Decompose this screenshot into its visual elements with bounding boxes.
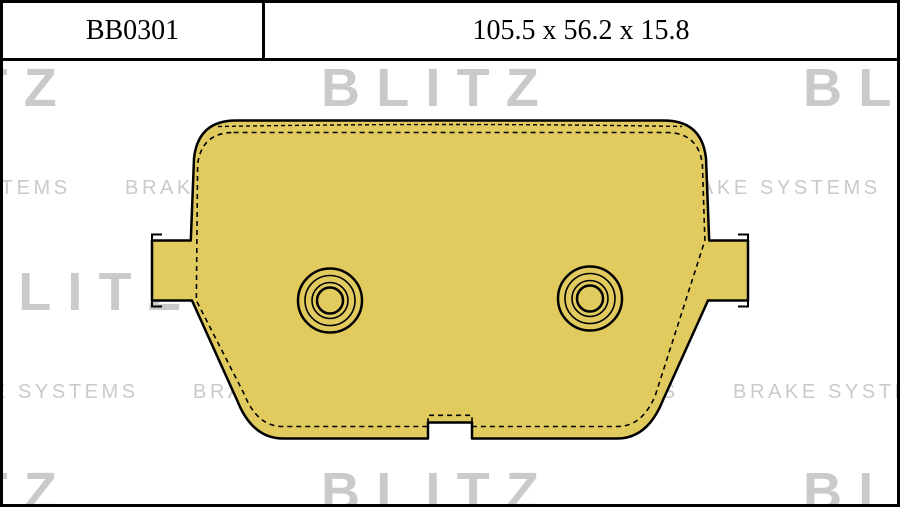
part-number: BB0301 bbox=[86, 15, 179, 47]
wm-brand: BLITZ bbox=[3, 61, 73, 119]
wm-brand: BLITZ bbox=[3, 461, 73, 504]
wm-tagline: BRAKE SYSTEMS bbox=[3, 177, 71, 200]
wm-brand: BLITZ bbox=[803, 461, 897, 504]
header-row: BB0301 105.5 x 56.2 x 15.8 bbox=[3, 3, 897, 61]
diagram-area: BLITZ BLITZ BLITZ BRAKE SYSTEMS BRAKE SY… bbox=[3, 61, 897, 504]
dimensions-text: 105.5 x 56.2 x 15.8 bbox=[473, 15, 690, 47]
part-number-cell: BB0301 bbox=[3, 3, 265, 58]
brake-pad-drawing bbox=[90, 90, 810, 475]
wm-brand: BLITZ bbox=[803, 61, 897, 119]
outer-frame: BB0301 105.5 x 56.2 x 15.8 BLITZ BLITZ B… bbox=[0, 0, 900, 507]
dimensions-cell: 105.5 x 56.2 x 15.8 bbox=[265, 3, 897, 58]
